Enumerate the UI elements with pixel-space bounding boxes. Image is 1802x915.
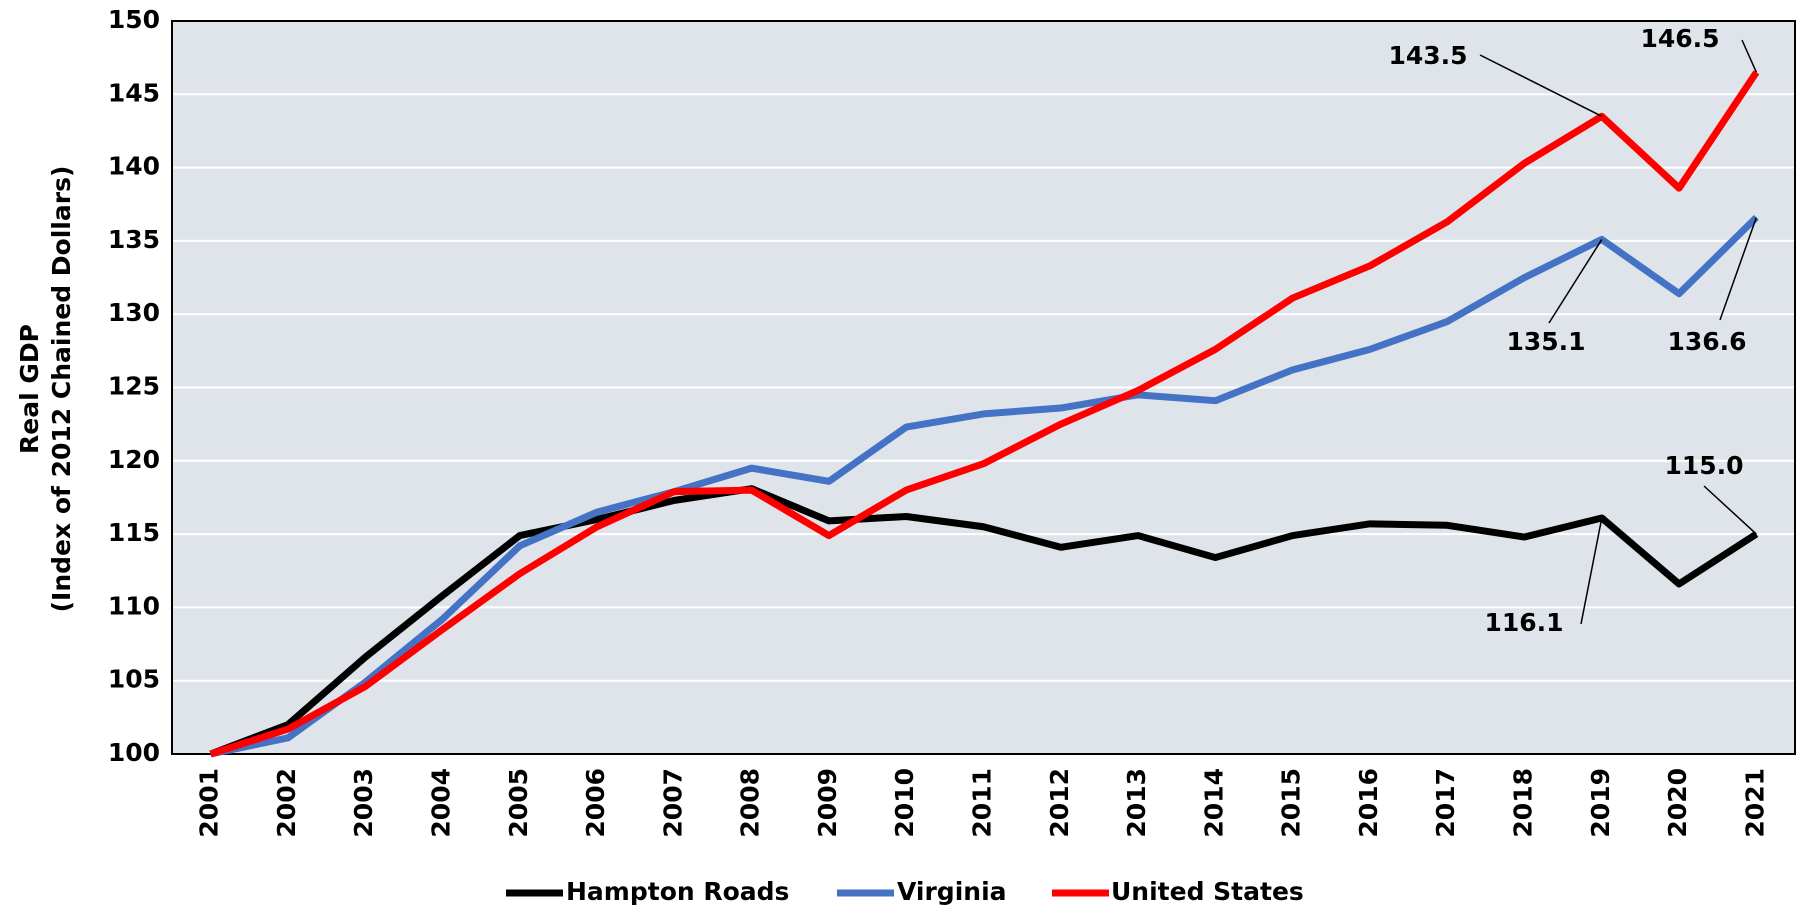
legend-label: United States — [1111, 877, 1304, 906]
data-label: 143.5 — [1388, 41, 1467, 70]
y-tick-label: 130 — [108, 298, 160, 327]
x-tick-label: 2004 — [427, 768, 456, 838]
x-tick-label: 2012 — [1045, 768, 1074, 838]
x-tick-label: 2003 — [349, 768, 378, 838]
x-tick-label: 2014 — [1199, 768, 1228, 838]
leader-line — [1703, 485, 1757, 535]
x-tick-label: 2018 — [1509, 768, 1538, 838]
y-axis-title: Real GDP — [15, 324, 44, 454]
y-tick-label: 105 — [108, 665, 160, 694]
x-tick-label: 2010 — [890, 768, 919, 838]
y-axis-title: (Index of 2012 Chained Dollars) — [47, 166, 76, 613]
y-tick-label: 100 — [108, 738, 160, 767]
x-tick-label: 2019 — [1586, 768, 1615, 838]
x-tick-label: 2021 — [1740, 768, 1769, 838]
y-tick-label: 145 — [108, 78, 160, 107]
x-tick-label: 2009 — [813, 768, 842, 838]
series-line — [209, 485, 1759, 758]
series-line — [209, 70, 1760, 758]
leader-line — [1719, 217, 1758, 321]
x-tick-label: 2006 — [581, 768, 610, 838]
legend-label: Hampton Roads — [566, 877, 789, 906]
data-label: 135.1 — [1506, 327, 1585, 356]
series-line — [209, 214, 1759, 758]
x-tick-label: 2007 — [658, 768, 687, 838]
legend-label: Virginia — [897, 877, 1007, 906]
x-tick-label: 2015 — [1277, 768, 1306, 838]
plot-border — [171, 20, 1796, 755]
y-tick-label: 110 — [108, 591, 160, 620]
data-label: 116.1 — [1484, 608, 1563, 637]
data-label: 136.6 — [1667, 327, 1746, 356]
x-tick-label: 2008 — [736, 768, 765, 838]
data-label: 146.5 — [1640, 24, 1719, 53]
leader-line — [1479, 54, 1603, 117]
leader-line — [1580, 517, 1603, 625]
leader-line — [1741, 39, 1758, 73]
x-tick-label: 2016 — [1354, 768, 1383, 838]
y-tick-label: 115 — [108, 518, 160, 547]
y-tick-label: 150 — [108, 5, 160, 34]
x-tick-label: 2013 — [1122, 768, 1151, 838]
y-tick-label: 135 — [108, 225, 160, 254]
x-tick-label: 2011 — [968, 768, 997, 838]
x-tick-label: 2002 — [272, 768, 301, 838]
y-tick-label: 140 — [108, 152, 160, 181]
x-tick-label: 2005 — [504, 768, 533, 838]
y-tick-label: 125 — [108, 372, 160, 401]
leader-line — [1548, 239, 1603, 324]
data-label: 115.0 — [1664, 451, 1743, 480]
x-tick-label: 2001 — [195, 768, 224, 838]
x-tick-label: 2017 — [1431, 768, 1460, 838]
x-tick-label: 2020 — [1663, 768, 1692, 838]
y-tick-label: 120 — [108, 445, 160, 474]
